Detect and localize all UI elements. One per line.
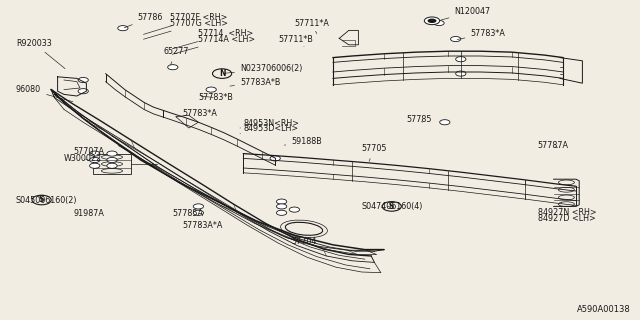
Circle shape: [270, 156, 280, 161]
Text: 57785A: 57785A: [173, 209, 204, 218]
Text: 57705: 57705: [362, 144, 387, 161]
Text: S: S: [389, 202, 394, 211]
Text: N023706006(2): N023706006(2): [223, 64, 302, 73]
Text: W300022: W300022: [64, 154, 102, 163]
Circle shape: [90, 163, 100, 168]
Text: 57707F <RH>: 57707F <RH>: [143, 13, 227, 34]
Text: N120047: N120047: [441, 7, 490, 20]
Text: 91987A: 91987A: [74, 209, 104, 218]
Circle shape: [451, 36, 461, 42]
Circle shape: [206, 87, 216, 92]
Circle shape: [118, 26, 128, 31]
Circle shape: [90, 157, 100, 163]
Text: 57783*A: 57783*A: [182, 109, 217, 118]
Circle shape: [78, 77, 88, 83]
Text: 57711*A: 57711*A: [294, 20, 329, 34]
Text: S045006160(2): S045006160(2): [16, 196, 77, 204]
Circle shape: [440, 120, 450, 125]
Circle shape: [90, 151, 100, 156]
Text: 84927N <RH>: 84927N <RH>: [538, 203, 596, 217]
Circle shape: [78, 89, 88, 94]
Text: 57714A <LH>: 57714A <LH>: [172, 35, 255, 54]
Circle shape: [289, 207, 300, 212]
Circle shape: [428, 19, 436, 23]
Text: 57714  <RH>: 57714 <RH>: [172, 29, 253, 49]
Circle shape: [456, 71, 466, 76]
Text: 57783*B: 57783*B: [198, 93, 233, 102]
Text: S: S: [39, 196, 44, 204]
Text: R920033: R920033: [16, 39, 65, 69]
Text: A590A00138: A590A00138: [577, 305, 630, 314]
Text: 84927D <LH>: 84927D <LH>: [538, 208, 595, 223]
Circle shape: [434, 20, 444, 26]
Text: 84953D<LH>: 84953D<LH>: [240, 124, 298, 133]
Circle shape: [107, 163, 117, 168]
Text: 65277: 65277: [163, 47, 189, 65]
Circle shape: [193, 204, 204, 209]
Circle shape: [276, 204, 287, 209]
Text: 84953N<RH>: 84953N<RH>: [240, 119, 300, 128]
Circle shape: [424, 17, 440, 25]
Circle shape: [276, 199, 287, 204]
Text: 57783*A: 57783*A: [457, 29, 505, 39]
Text: 96080: 96080: [16, 85, 73, 102]
Text: 57785: 57785: [406, 116, 432, 124]
Text: 59188B: 59188B: [284, 137, 322, 146]
Text: 57711*B: 57711*B: [278, 35, 313, 46]
Text: 57707G <LH>: 57707G <LH>: [143, 19, 228, 39]
Text: 57783A*A: 57783A*A: [182, 221, 223, 230]
Text: N: N: [219, 69, 225, 78]
Text: 57786: 57786: [124, 13, 163, 28]
Circle shape: [168, 65, 178, 70]
Circle shape: [276, 210, 287, 215]
Circle shape: [456, 57, 466, 62]
Text: 57707A: 57707A: [74, 147, 104, 156]
Circle shape: [107, 157, 117, 163]
Text: 57704: 57704: [291, 237, 317, 246]
Text: S047406160(4): S047406160(4): [362, 202, 423, 211]
Circle shape: [193, 210, 204, 215]
Text: 57787A: 57787A: [538, 141, 568, 150]
Bar: [93, 154, 131, 174]
Text: 57783A*B: 57783A*B: [230, 78, 280, 87]
Circle shape: [107, 151, 117, 156]
